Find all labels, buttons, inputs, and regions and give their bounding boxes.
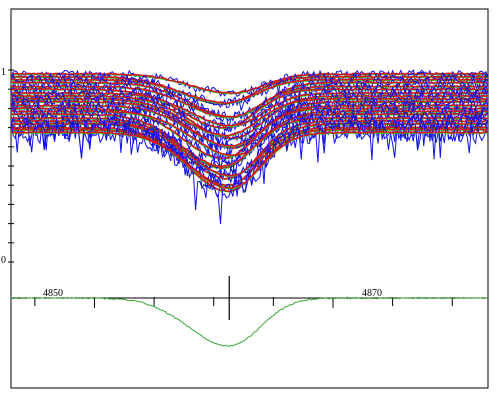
model-spectrum-5 <box>10 87 489 129</box>
y-tick-label-1: 1 <box>1 67 6 78</box>
model-spectrum-11 <box>10 106 489 160</box>
model-spectrum-9 <box>11 100 489 150</box>
top-panel-spectra <box>10 69 489 225</box>
figure-frame <box>10 8 489 389</box>
model-spectrum-14 <box>10 116 489 168</box>
y-tick-label-0: 0 <box>1 255 6 266</box>
observed-spectrum-19 <box>10 120 489 211</box>
observed-spectrum-11 <box>10 99 489 163</box>
mean-line-profile <box>10 296 489 348</box>
model-spectrum-19 <box>10 130 489 190</box>
model-spectrum-8 <box>10 97 488 137</box>
model-spectrum-16 <box>10 122 489 177</box>
model-spectrum-4 <box>10 84 488 118</box>
x-tick-label-4870: 4870 <box>362 288 382 299</box>
bottom-panel-tick-labels: 4850 4870 <box>43 288 382 299</box>
top-panel-tick-labels: 1 0 <box>1 67 6 266</box>
observed-spectrum-16 <box>10 115 489 190</box>
x-tick-label-4850: 4850 <box>43 288 63 299</box>
model-spectrum-1 <box>10 75 489 105</box>
bottom-panel-mean-profile <box>10 296 489 348</box>
observed-spectrum-0 <box>10 69 489 98</box>
model-spectrum-0 <box>10 72 489 95</box>
